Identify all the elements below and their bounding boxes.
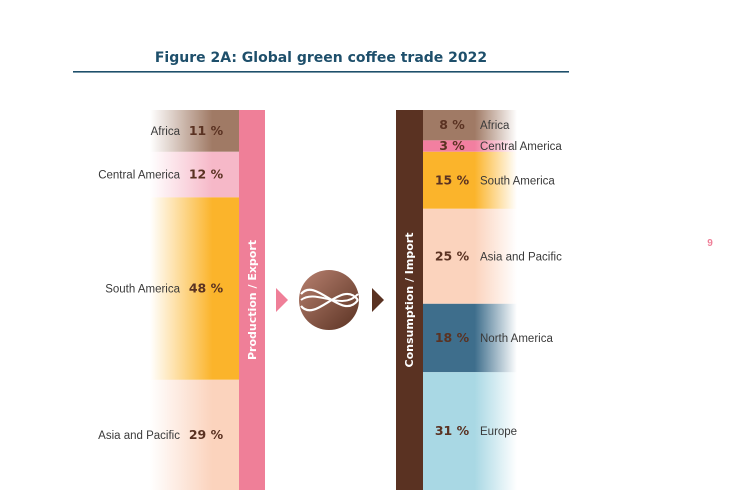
value-label-central-america: 3 % — [439, 138, 465, 153]
value-label-africa: 11 % — [189, 123, 224, 138]
value-label-south-america: 15 % — [435, 172, 470, 187]
arrow-left-icon — [276, 288, 288, 312]
export-bar — [239, 110, 265, 490]
category-label-south-america: South America — [480, 175, 555, 187]
category-label-africa: Africa — [151, 126, 181, 138]
import-segment-central-america — [423, 140, 517, 152]
export-segment-asia-and-pacific — [150, 379, 239, 490]
import-segment-south-america — [423, 151, 517, 209]
value-label-asia-and-pacific: 25 % — [435, 248, 470, 263]
export-bar-label: Production / Export — [246, 240, 259, 360]
import-segments: 8 % Africa 3 % Central America 15 % South Ame… — [423, 110, 562, 490]
value-label-north-america: 18 % — [435, 330, 470, 345]
chart-title: Figure 2A: Global green coffee trade 202… — [155, 50, 487, 66]
value-label-south-america: 48 % — [189, 281, 224, 296]
category-label-north-america: North America — [480, 333, 553, 345]
category-label-asia-and-pacific: Asia and Pacific — [98, 430, 180, 442]
category-label-asia-and-pacific: Asia and Pacific — [480, 251, 562, 263]
trade-flow-icon — [299, 270, 359, 330]
title-underline — [73, 71, 569, 73]
category-label-central-america: Central America — [98, 170, 180, 182]
import-bar-label: Consumption / Import — [403, 233, 416, 368]
value-label-europe: 31 % — [435, 423, 470, 438]
category-label-south-america: South America — [105, 284, 180, 296]
arrow-right-icon — [372, 288, 384, 312]
page-number: 9 — [707, 238, 713, 249]
category-label-africa: Africa — [480, 120, 510, 132]
import-segment-asia-and-pacific — [423, 208, 517, 304]
export-segment-central-america — [150, 151, 239, 198]
category-label-europe: Europe — [480, 426, 517, 438]
export-segment-south-america — [150, 197, 239, 380]
import-segment-africa — [423, 110, 517, 141]
value-label-asia-and-pacific: 29 % — [189, 427, 224, 442]
import-segment-north-america — [423, 303, 517, 373]
value-label-central-america: 12 % — [189, 167, 224, 182]
category-label-central-america: Central America — [480, 141, 562, 153]
import-segment-europe — [423, 372, 517, 490]
export-segment-africa — [150, 110, 239, 152]
import-bar — [396, 110, 423, 490]
value-label-africa: 8 % — [439, 117, 465, 132]
export-segments: 11 % Africa 12 % Central America 48 % South A… — [98, 110, 239, 490]
